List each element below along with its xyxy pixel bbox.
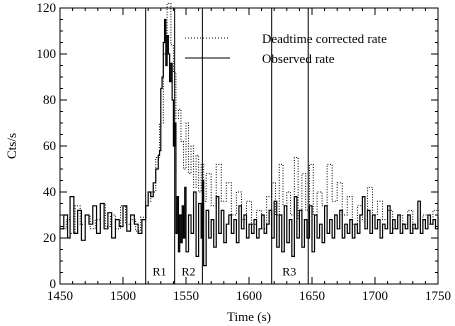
x-tick-label: 1500 (110, 288, 136, 303)
region-label-r2: R2 (182, 264, 196, 278)
y-tick-label: 80 (43, 92, 56, 107)
y-tick-label: 0 (50, 276, 57, 291)
region-label-r3: R3 (282, 264, 296, 278)
series-line-deadtime-corrected-rate (60, 2, 439, 234)
x-tick-label: 1550 (173, 288, 199, 303)
series-line-observed-rate (60, 18, 439, 267)
region-label-r1: R1 (153, 264, 167, 278)
x-tick-label: 1750 (425, 288, 451, 303)
legend: Deadtime corrected rate Observed rate (185, 31, 387, 66)
x-tick-label: 1700 (362, 288, 388, 303)
y-tick-label: 40 (43, 184, 56, 199)
y-tick-label: 100 (37, 46, 57, 61)
y-tick-label: 60 (43, 138, 56, 153)
plot-frame (59, 7, 439, 285)
series-layer (60, 2, 439, 267)
y-tick-label: 120 (37, 0, 57, 15)
region-labels: R1 R2 R3 (153, 264, 297, 278)
y-axis-label: Cts/s (4, 133, 19, 159)
axis-ticks: 1450 1500 1550 1600 1650 1700 1750 0 20 40 60 80 100… (37, 0, 452, 303)
x-tick-label: 1650 (299, 288, 325, 303)
legend-label-observed: Observed rate (262, 51, 335, 66)
y-tick-label: 20 (43, 230, 56, 245)
region-boundary-lines (145, 8, 309, 284)
x-tick-label: 1600 (236, 288, 262, 303)
legend-label-deadtime: Deadtime corrected rate (262, 31, 387, 46)
x-axis-label: Time (s) (227, 309, 271, 324)
x-tick-label: 1450 (47, 288, 73, 303)
